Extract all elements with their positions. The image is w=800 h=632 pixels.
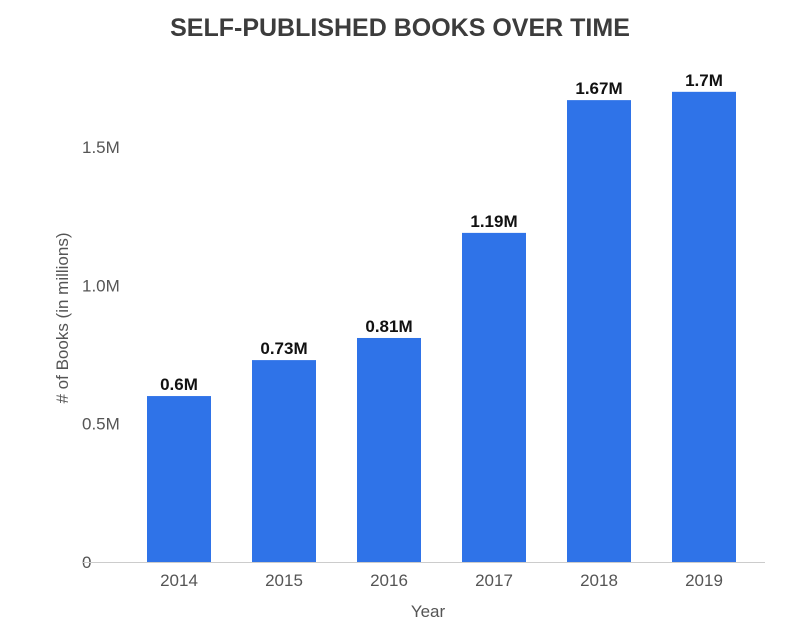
bar-labels-group: 0.6M 0.73M 0.81M 1.19M 1.67M 1.7M [160,71,723,394]
x-axis-ticks: 2014 2015 2016 2017 2018 2019 [160,571,723,590]
x-tick-label: 2014 [160,571,198,590]
x-axis-label: Year [411,602,446,621]
y-axis-ticks: 00.5M1.0M1.5M [82,138,120,572]
data-label-2015: 0.73M [260,339,307,358]
x-tick-label: 2018 [580,571,618,590]
bar-2019 [672,91,736,562]
x-tick-label: 2016 [370,571,408,590]
bar-2017 [462,232,526,562]
bar-2014 [147,396,211,562]
x-tick-label: 2017 [475,571,513,590]
chart-title: SELF-PUBLISHED BOOKS OVER TIME [170,14,630,42]
data-label-2017: 1.19M [470,212,517,231]
x-tick-label: 2019 [685,571,723,590]
bar-2016 [357,337,421,562]
bar-2018 [567,100,631,562]
data-label-2019: 1.7M [685,71,723,90]
y-tick-label: 1.5M [82,138,120,157]
data-label-2018: 1.67M [575,79,622,98]
data-label-2014: 0.6M [160,375,198,394]
x-tick-label: 2015 [265,571,303,590]
y-tick-label: 1.0M [82,276,120,295]
data-label-2016: 0.81M [365,317,412,336]
bars-group [147,91,736,562]
bar-2015 [252,360,316,562]
y-axis-label: # of Books (in millions) [53,232,72,403]
y-tick-label: 0.5M [82,415,120,434]
